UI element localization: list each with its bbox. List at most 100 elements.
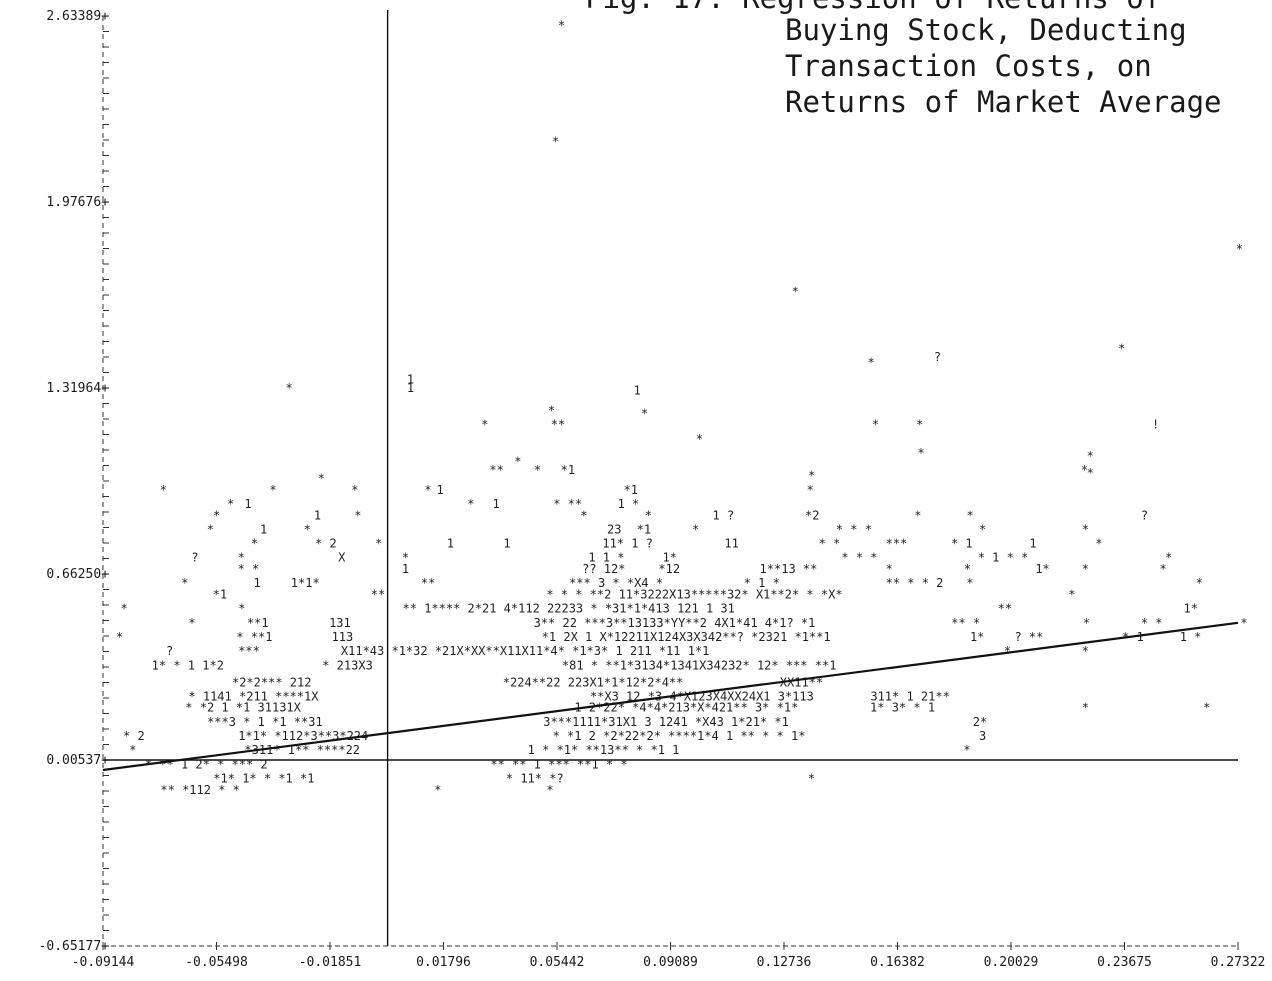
data-point: * — [227, 497, 234, 511]
data-point: ** *112 * * — [160, 783, 239, 797]
x-tick-label: 0.01796 — [416, 955, 471, 970]
data-point: 1 — [407, 372, 414, 386]
data-point: *1 2X 1 X*12211X124X3X342**? *2321 *1**1 — [542, 630, 831, 644]
data-point: 1 * — [1180, 630, 1202, 644]
title-line-1: Fig. 17. Regression of Returns of — [585, 0, 1161, 15]
data-point: ? — [1141, 508, 1148, 522]
data-point: 1 — [314, 508, 321, 522]
data-point: * — [1240, 616, 1247, 630]
data-point: *2*2*** 212 — [232, 675, 311, 689]
data-point: * — [552, 135, 559, 149]
data-point: X11*43 *1*32 *21X*XX**X11X11*4* *1*3* 1 … — [341, 644, 709, 658]
data-point: *2 — [805, 508, 819, 522]
data-point: 1* 3* * 1 — [870, 701, 935, 715]
x-tick-label: 0.05442 — [530, 955, 585, 970]
data-point: * — [696, 432, 703, 446]
data-point: *1 — [624, 483, 638, 497]
data-point: *1 — [561, 463, 575, 477]
y-tick-label: 1.31964+ — [46, 381, 109, 396]
data-point: 1*1* *112*3**3*224 — [238, 729, 368, 743]
chart-title: Fig. 17. Regression of Returns of Buying… — [585, 0, 1222, 119]
data-point: * — [868, 355, 875, 369]
data-point: 1 * — [618, 497, 640, 511]
data-point: *12 — [658, 562, 680, 576]
data-point: * — [966, 576, 973, 590]
data-point: * * — [238, 562, 260, 576]
data-point: ** 1**** 2*21 4*112 22233 * *31*1*413 12… — [403, 602, 735, 616]
title-line-3: Transaction Costs, on — [785, 49, 1152, 83]
data-point: ** — [421, 576, 435, 590]
data-point: 1 — [402, 562, 409, 576]
data-point: * — [424, 483, 431, 497]
data-point: * — [269, 483, 276, 497]
data-point: * — [467, 497, 474, 511]
data-point: * — [914, 508, 921, 522]
data-point: * 1141 *211 ****1X — [188, 689, 319, 703]
x-tick-label: -0.05498 — [185, 955, 248, 970]
data-point: * — [160, 483, 167, 497]
data-point: * — [1095, 537, 1102, 551]
data-point: * — [792, 285, 799, 299]
data-point: * * — [1141, 616, 1163, 630]
x-tick-label: 0.27322 — [1211, 955, 1266, 970]
data-point: ? — [191, 551, 198, 565]
data-point: * — [207, 522, 214, 536]
data-point: * — [692, 522, 699, 536]
data-point: 113 — [332, 630, 354, 644]
data-point: * — [251, 537, 258, 551]
data-point: 1 2*22* *4*4*213*X*421** 3* *1* — [574, 701, 798, 715]
data-point: 1*1* — [291, 576, 320, 590]
data-point: * **1 — [236, 630, 272, 644]
data-point: 1 1 * — [588, 551, 624, 565]
data-point: * — [808, 772, 815, 786]
data-point: * — [188, 616, 195, 630]
data-point: * — [238, 551, 245, 565]
data-point: * 1 * * — [978, 551, 1029, 565]
data-point: * — [1203, 701, 1210, 715]
data-point: 1 * *1* **13** * *1 1 — [528, 743, 680, 757]
data-point: ?? 12* — [582, 562, 625, 576]
data-point: 311* 1 21** — [870, 689, 949, 703]
data-point: * — [534, 463, 541, 477]
data-point: 1 — [447, 537, 454, 551]
data-point: * — [964, 562, 971, 576]
data-point: * — [1068, 588, 1075, 602]
y-tick-label: -0.65177+ — [39, 939, 110, 954]
data-point: * — [213, 508, 220, 522]
data-point: 1**13 ** — [760, 562, 818, 576]
data-point: * — [963, 743, 970, 757]
data-point: 1 — [253, 576, 260, 590]
data-point: * — [580, 508, 587, 522]
data-point: 1 — [407, 381, 414, 395]
data-point: ** * — [951, 616, 980, 630]
data-point: 23 — [607, 522, 621, 536]
data-point: * — [514, 454, 521, 468]
x-tick-label: 0.23675 — [1097, 955, 1152, 970]
data-point: * — [886, 562, 893, 576]
x-tick-label: -0.01851 — [299, 955, 362, 970]
data-point: *1 — [637, 522, 651, 536]
data-point: * — [1082, 701, 1089, 715]
x-tick-label: 0.09089 — [643, 955, 698, 970]
title-line-4: Returns of Market Average — [785, 85, 1222, 119]
data-point: 1 — [503, 537, 510, 551]
data-point: *311* 1** ****22 — [244, 743, 360, 757]
data-point: 3** 22 ***3**13133*YY**2 4X1*41 4*1? *1 — [534, 616, 816, 630]
data-point: * — [967, 508, 974, 522]
data-point: * — [548, 404, 555, 418]
x-tick-label: -0.09144 — [72, 955, 135, 970]
data-point: ** ** 1 *** **1 * * — [490, 757, 627, 771]
data-point: * * * — [836, 522, 872, 536]
data-point: * — [1165, 551, 1172, 565]
data-point: 1* — [1035, 562, 1049, 576]
data-point: * — [916, 418, 923, 432]
data-point: * 1 * — [744, 576, 780, 590]
data-point: * — [1004, 644, 1011, 658]
x-tick-label: 0.12736 — [757, 955, 812, 970]
data-point: * ** 1 2* * *** 2 — [145, 757, 268, 771]
data-point: * 2 — [315, 537, 337, 551]
data-point: * — [121, 602, 128, 616]
data-point: 1* * 1 1*2 — [152, 658, 224, 672]
data-point: 1 — [633, 384, 640, 398]
